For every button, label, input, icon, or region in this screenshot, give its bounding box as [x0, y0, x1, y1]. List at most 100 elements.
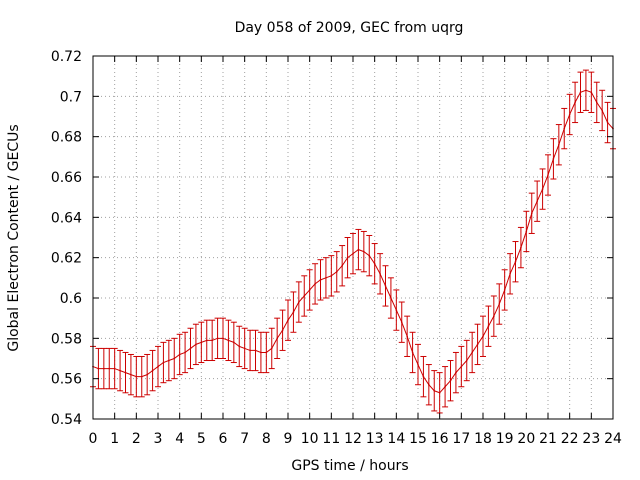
error-bar — [328, 255, 335, 297]
data-point — [449, 379, 452, 382]
error-bar — [171, 337, 178, 380]
x-tick-label: 3 — [154, 431, 163, 447]
data-point — [276, 337, 278, 340]
error-bar — [279, 309, 286, 351]
data-point — [113, 367, 116, 370]
error-bar — [312, 263, 319, 305]
x-tick-label: 13 — [366, 431, 384, 447]
data-point — [97, 367, 100, 370]
data-point — [520, 246, 522, 249]
data-point — [319, 279, 322, 281]
x-tick-label: 16 — [431, 431, 449, 447]
data-point — [428, 383, 430, 386]
error-bar — [295, 281, 302, 323]
data-point — [438, 391, 441, 394]
error-bar — [566, 93, 573, 136]
y-tick-label: 0.6 — [60, 291, 82, 307]
error-bar — [593, 81, 600, 124]
error-bar — [225, 319, 232, 362]
data-point — [530, 212, 533, 215]
error-bar — [301, 275, 308, 317]
error-bar — [474, 323, 481, 366]
y-tick-label: 0.58 — [51, 331, 82, 347]
x-tick-label: 2 — [132, 431, 141, 447]
data-point — [417, 363, 419, 366]
data-point — [330, 275, 333, 277]
error-bar — [339, 245, 346, 287]
data-point — [168, 359, 170, 362]
data-point — [601, 109, 603, 112]
error-bar — [192, 323, 199, 366]
data-point — [184, 351, 186, 354]
error-bar — [160, 341, 167, 384]
data-point — [216, 337, 219, 340]
data-point — [574, 101, 576, 104]
data-point — [135, 375, 138, 378]
error-bar — [431, 370, 438, 412]
data-point — [249, 349, 251, 352]
error-bar — [247, 329, 254, 372]
error-bar — [317, 259, 324, 301]
data-point — [460, 365, 463, 368]
error-bar — [257, 331, 264, 374]
data-point — [130, 373, 132, 376]
error-bar — [230, 321, 237, 364]
data-point — [373, 262, 376, 265]
error-bar — [436, 372, 443, 414]
data-point — [525, 230, 528, 233]
data-point — [314, 283, 316, 285]
error-bar — [420, 355, 427, 398]
x-tick-label: 6 — [219, 431, 228, 447]
error-bar — [452, 351, 459, 394]
error-bar — [252, 329, 259, 372]
data-point — [162, 361, 165, 364]
error-bar — [371, 243, 378, 285]
data-point — [514, 260, 517, 263]
data-point — [108, 367, 111, 370]
y-tick-label: 0.62 — [51, 251, 82, 267]
error-bar — [322, 257, 329, 299]
data-point — [590, 91, 593, 94]
data-point — [238, 345, 241, 348]
data-point — [292, 311, 295, 313]
error-bar — [382, 265, 389, 307]
error-bar — [236, 325, 243, 368]
data-point — [552, 158, 555, 160]
error-bar — [241, 327, 248, 370]
x-axis-label: GPS time / hours — [291, 458, 408, 474]
data-point — [493, 315, 495, 317]
error-bar — [480, 315, 486, 357]
error-bar — [214, 317, 221, 359]
chart-title: Day 058 of 2009, GEC from uqrg — [235, 20, 464, 36]
x-tick-label: 10 — [301, 431, 319, 447]
y-tick-label: 0.7 — [60, 89, 82, 105]
error-bar — [561, 107, 568, 150]
error-bar — [545, 154, 551, 196]
error-bar — [442, 366, 449, 408]
data-point — [341, 264, 343, 267]
data-point — [124, 371, 127, 374]
data-point — [211, 339, 213, 342]
data-point — [433, 389, 436, 392]
error-bar — [182, 331, 189, 374]
y-tick-label: 0.56 — [51, 372, 82, 388]
data-point — [346, 256, 349, 259]
error-bar — [138, 355, 145, 398]
error-bar — [415, 343, 421, 386]
data-point — [233, 341, 235, 344]
error-bar — [387, 277, 394, 319]
error-bar — [377, 253, 384, 295]
error-bar — [95, 347, 102, 390]
data-point — [476, 343, 479, 346]
error-bar — [263, 331, 270, 374]
data-point — [178, 353, 181, 356]
data-point — [265, 351, 268, 354]
error-bar — [577, 71, 584, 113]
data-point — [303, 295, 306, 297]
error-bar — [355, 228, 362, 271]
data-point — [140, 375, 143, 378]
data-point — [390, 297, 392, 299]
error-bar — [366, 234, 373, 277]
error-bar — [517, 226, 524, 269]
